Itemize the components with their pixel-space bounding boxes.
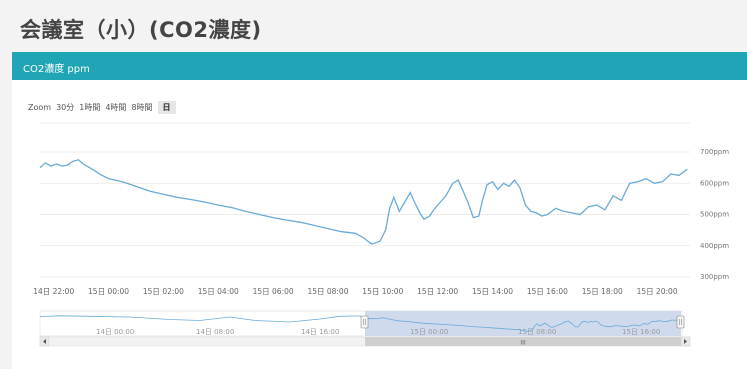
y-tick-label: 300ppm (700, 273, 729, 281)
x-tick-label: 15日 02:00 (143, 287, 184, 296)
y-tick-label: 700ppm (700, 148, 729, 156)
navigator-x-labels: 14日 00:00 14日 08:00 14日 16:00 15日 00:00 15日 … (96, 328, 660, 336)
navigator-x-label: 14日 08:00 (196, 328, 234, 336)
x-tick-label: 15日 20:00 (637, 287, 678, 296)
x-tick-label: 15日 18:00 (582, 287, 623, 296)
x-tick-label: 15日 12:00 (417, 287, 458, 296)
x-tick-label: 15日 04:00 (198, 287, 239, 296)
y-axis-labels: 300ppm 400ppm 500ppm 600ppm 700ppm (700, 148, 729, 281)
navigator[interactable]: 14日 00:00 14日 08:00 14日 16:00 15日 00:00 15日 … (39, 310, 685, 337)
y-tick-label: 400ppm (700, 242, 729, 250)
navigator-right-handle[interactable] (676, 315, 685, 329)
navigator-x-label: 14日 16:00 (301, 328, 339, 336)
zoom-8h-button[interactable]: 8時間 (131, 102, 153, 112)
scroll-right-arrow-icon (684, 339, 687, 344)
x-tick-label: 15日 10:00 (362, 287, 403, 296)
navigator-x-label: 15日 16:00 (622, 328, 660, 336)
co2-series-line (39, 159, 688, 245)
panel-header: CO2濃度 ppm (12, 52, 747, 80)
x-tick-label: 15日 06:00 (253, 287, 294, 296)
scrollbar-thumb[interactable] (365, 337, 681, 346)
navigator-selected-range[interactable] (365, 311, 681, 336)
zoom-1h-button[interactable]: 1時間 (79, 102, 101, 112)
zoom-selector: Zoom 30分 1時間 4時間 8時間 日 (28, 100, 176, 114)
x-tick-label: 15日 00:00 (88, 287, 129, 296)
x-tick-label: 15日 14:00 (472, 287, 513, 296)
x-axis-labels: 14日 22:00 15日 00:00 15日 02:00 15日 04:00 15日 … (33, 287, 678, 296)
scrollbar[interactable]: III (39, 336, 691, 347)
chart-grid (40, 122, 690, 278)
zoom-label: Zoom (28, 102, 52, 112)
navigator-x-label: 15日 08:00 (518, 328, 556, 336)
navigator-left-handle[interactable] (360, 315, 369, 329)
y-tick-label: 500ppm (700, 211, 729, 219)
scroll-left-arrow-icon (43, 339, 46, 344)
zoom-4h-button[interactable]: 4時間 (105, 102, 127, 112)
scrollbar-grip: III (520, 340, 526, 347)
page-title: 会議室（小）(CO2濃度) (20, 18, 262, 42)
navigator-x-label: 14日 00:00 (96, 328, 134, 336)
panel-title: CO2濃度 ppm (23, 64, 90, 75)
x-tick-label: 15日 16:00 (527, 287, 568, 296)
x-tick-label: 14日 22:00 (33, 287, 74, 296)
navigator-series-line (39, 315, 680, 332)
zoom-30min-button[interactable]: 30分 (56, 102, 75, 112)
x-tick-label: 15日 08:00 (307, 287, 348, 296)
y-tick-label: 600ppm (700, 179, 729, 187)
navigator-x-label: 15日 00:00 (410, 328, 448, 336)
zoom-day-button[interactable]: 日 (157, 100, 176, 114)
